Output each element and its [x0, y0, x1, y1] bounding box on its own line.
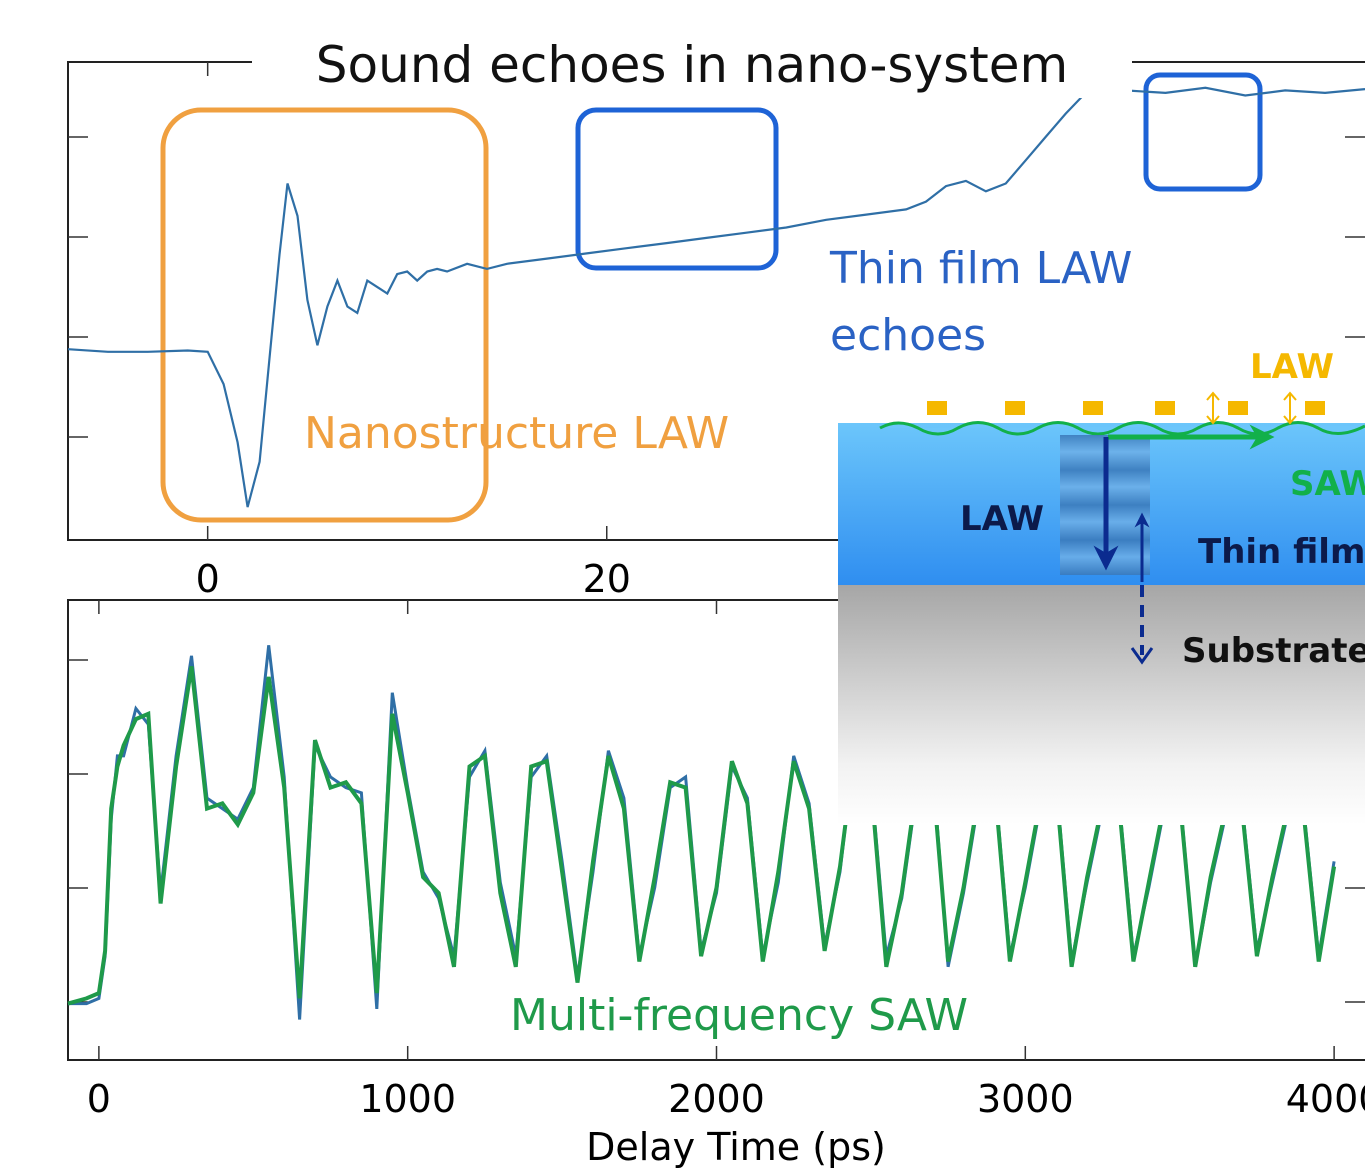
- substrate-label: Substrate: [1182, 631, 1365, 671]
- title-background: [252, 28, 1132, 98]
- chart-title: Sound echoes in nano-system: [316, 36, 1068, 94]
- x-tick-label: 0: [87, 1077, 111, 1121]
- x-tick-label: 0: [196, 557, 220, 601]
- x-tick-label: 4000: [1286, 1077, 1365, 1121]
- thin-film-echo-box-1: [575, 107, 779, 271]
- x-tick-label: 1000: [359, 1077, 456, 1121]
- thin-film-label: Thin film: [1198, 532, 1365, 572]
- x-tick-label: 2000: [668, 1077, 765, 1121]
- law-oscillation-arrows: [1206, 391, 1297, 425]
- top-tick-marks: [68, 136, 1365, 438]
- transmitted-arrow-head: [1130, 647, 1154, 665]
- thin-film-label-line2: echoes: [830, 310, 986, 361]
- thin-film-label-line1: Thin film LAW: [829, 243, 1132, 294]
- bottom-x-tick-labels: 0 1000 2000 3000 4000: [87, 600, 1365, 1121]
- substrate-layer: [838, 585, 1365, 825]
- top-signal-trace: [67, 86, 1365, 508]
- multi-frequency-label: Multi-frequency SAW: [510, 990, 968, 1041]
- x-tick-label: 20: [583, 557, 631, 601]
- law-left-label: LAW: [960, 499, 1044, 539]
- nanostructure-highlight-box: [160, 107, 489, 523]
- x-tick-label: 3000: [977, 1077, 1074, 1121]
- nanostructure-bars: [927, 401, 1325, 415]
- bottom-panel: 0 1000 2000 3000 4000 Multi-frequency SAW De…: [67, 599, 1365, 1168]
- law-top-label: LAW: [1250, 347, 1334, 387]
- saw-label: SAW: [1290, 464, 1365, 504]
- thin-film-echo-box-2: [1143, 72, 1263, 192]
- nanostructure-label: Nanostructure LAW: [304, 408, 729, 459]
- x-axis-label: Delay Time (ps): [586, 1125, 886, 1168]
- layer-schematic-inset: LAW SAW LAW Thin film Substrate: [838, 347, 1365, 825]
